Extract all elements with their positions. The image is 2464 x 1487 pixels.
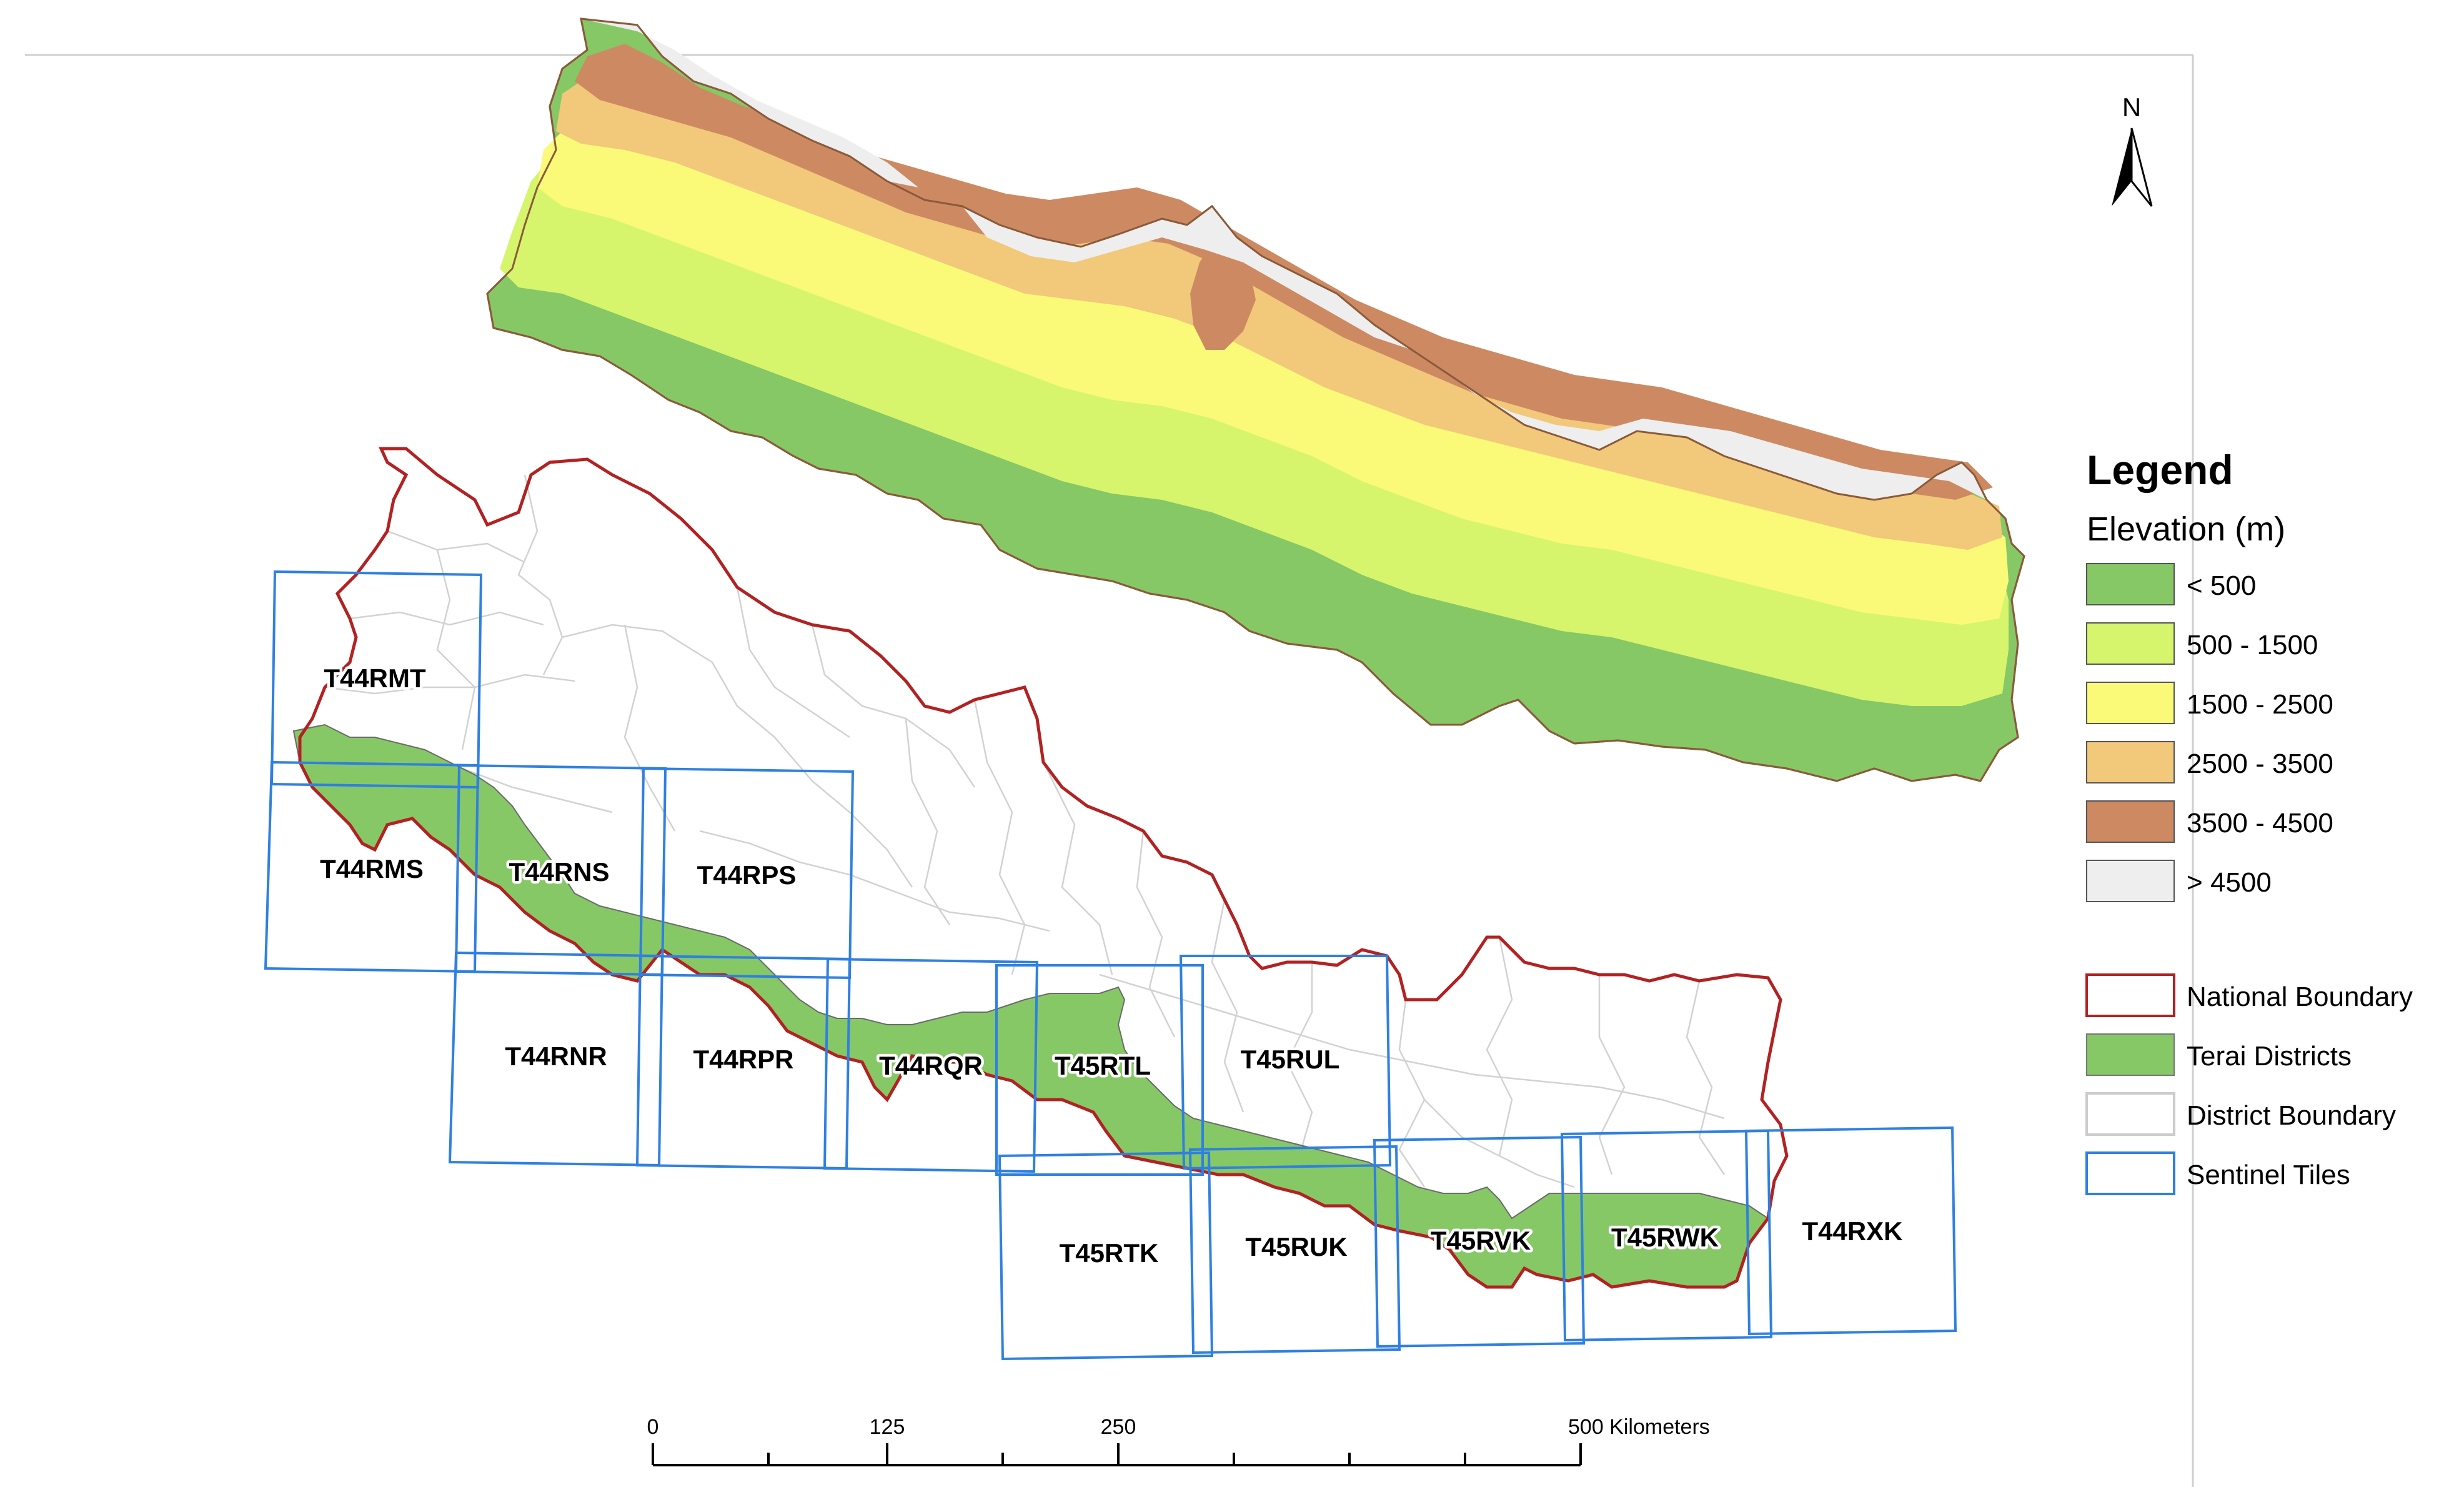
- tile-label: T45RTK: [1060, 1238, 1159, 1268]
- tile-T45RWK: [1560, 1129, 1773, 1342]
- tile-T45RTL: [995, 964, 1204, 1176]
- legend-swatch: [2086, 563, 2175, 605]
- elevation-class-3500-4500-peak: [1190, 237, 1256, 350]
- elevation-map: [486, 17, 2025, 782]
- tile-label: T44RNS: [509, 857, 609, 887]
- legend: Legend Elevation (m) < 500 500 - 1500 15…: [2085, 447, 2413, 1195]
- tile-T44RXK: [1744, 1126, 1957, 1336]
- national-boundary: [298, 447, 1789, 1289]
- tile-label: T45RTL: [1055, 1051, 1151, 1080]
- scale-bar: 0 125 250 500 Kilometers: [647, 1415, 1710, 1466]
- tile-label: T44RPR: [693, 1045, 793, 1074]
- tile-labels: T44RMT T44RMS T44RNS T44RPS T44RNR T44RP…: [317, 661, 1905, 1271]
- legend-label: Terai Districts: [2187, 1041, 2352, 1072]
- legend-label: Sentinel Tiles: [2187, 1160, 2350, 1190]
- sentinel-tiles: [264, 570, 1957, 1361]
- tile-label: T44RPS: [697, 860, 797, 890]
- tile-label: T44RXK: [1802, 1216, 1902, 1246]
- scale-label: 0: [647, 1415, 659, 1439]
- legend-swatch: [2086, 860, 2175, 902]
- national-area: [300, 449, 1787, 1287]
- legend-swatch: [2086, 682, 2175, 724]
- district-map: T44RMT T44RMS T44RNS T44RPS T44RNR T44RP…: [264, 447, 1957, 1361]
- legend-swatch-national-boundary: [2085, 973, 2175, 1017]
- legend-elevation-title: Elevation (m): [2087, 510, 2285, 548]
- tile-label: T44RNR: [505, 1042, 607, 1071]
- legend-layers: National Boundary Terai Districts Distri…: [2085, 973, 2413, 1195]
- scale-label: 500 Kilometers: [1568, 1415, 1710, 1439]
- tile-label: T45RUK: [1245, 1232, 1347, 1261]
- scale-label: 250: [1101, 1415, 1136, 1439]
- legend-swatch: [2086, 800, 2175, 843]
- legend-label: < 500: [2187, 570, 2256, 601]
- tile-label: T45RVK: [1431, 1226, 1531, 1255]
- legend-swatch-district-boundary: [2085, 1092, 2175, 1136]
- elevation-class-gt4500-east: [962, 206, 1412, 350]
- legend-title: Legend: [2087, 447, 2233, 493]
- legend-label: 1500 - 2500: [2187, 689, 2333, 720]
- tile-T45RTK: [998, 1151, 1214, 1361]
- tile-label: T44RMS: [320, 854, 424, 883]
- legend-elevation-classes: < 500 500 - 1500 1500 - 2500 2500 - 3500…: [2086, 563, 2333, 902]
- tile-label: T45RUL: [1241, 1045, 1340, 1074]
- tile-label: T44RMT: [324, 664, 426, 693]
- scale-label: 125: [870, 1415, 905, 1439]
- legend-swatch-terai-districts: [2086, 1033, 2175, 1076]
- legend-label: District Boundary: [2187, 1100, 2396, 1131]
- district-boundaries: [324, 474, 1726, 1188]
- legend-label: 2500 - 3500: [2187, 748, 2333, 779]
- legend-swatch: [2086, 741, 2175, 783]
- scale-bar-ticks: [652, 1443, 1582, 1465]
- tile-label: T44RQR: [879, 1051, 983, 1080]
- north-arrow-icon: N: [2112, 92, 2153, 207]
- tile-T45RUK: [1188, 1145, 1401, 1355]
- elevation-map-outline: [486, 17, 2025, 782]
- north-label: N: [2122, 92, 2141, 122]
- tile-T44RQR: [823, 957, 1039, 1173]
- elevation-class-gt4500: [581, 19, 918, 187]
- elevation-class-gt4500-far-east: [1449, 375, 1987, 500]
- legend-swatch-sentinel-tiles: [2085, 1151, 2175, 1195]
- legend-label: National Boundary: [2187, 982, 2413, 1012]
- legend-label: > 4500: [2187, 867, 2272, 898]
- legend-label: 500 - 1500: [2187, 630, 2318, 660]
- tile-T45RUL: [1179, 955, 1392, 1170]
- legend-label: 3500 - 4500: [2187, 808, 2333, 838]
- tile-label: T45RWK: [1611, 1223, 1719, 1252]
- legend-swatch: [2086, 622, 2175, 665]
- tile-T45RVK: [1373, 1135, 1586, 1348]
